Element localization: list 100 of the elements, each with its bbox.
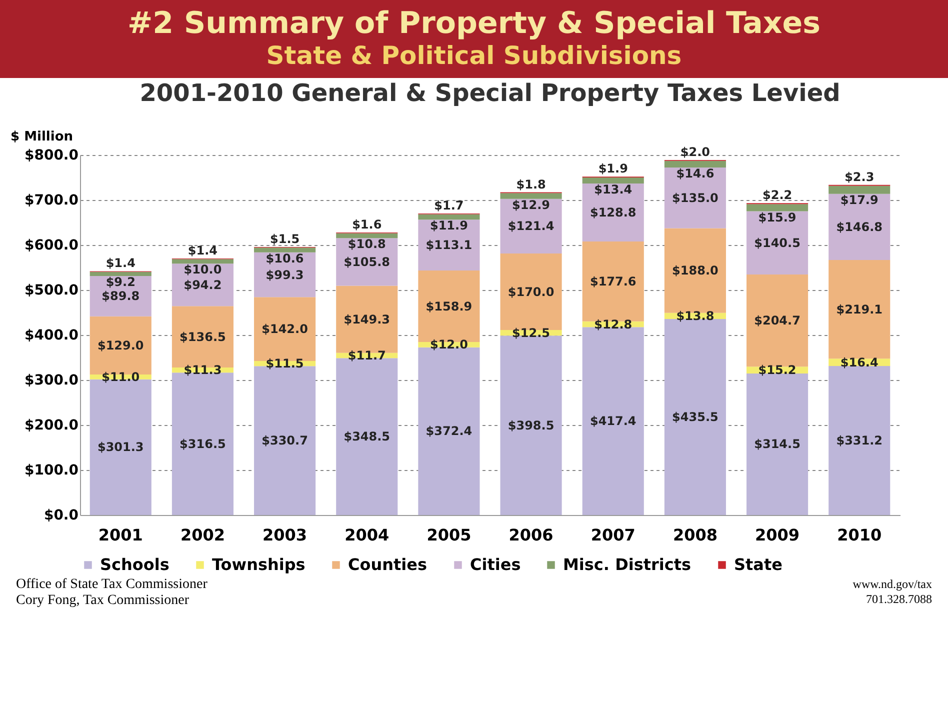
y-tick-label: $0.0 [44, 508, 79, 524]
data-label: $170.0 [508, 284, 554, 299]
data-label: $9.2 [106, 275, 136, 290]
bar [664, 160, 726, 168]
data-label: $331.2 [836, 433, 883, 448]
data-label: $105.8 [344, 254, 390, 269]
text: Office of State Tax Commissioner [16, 577, 208, 593]
x-tick-label: 2004 [344, 526, 390, 544]
data-label: $10.0 [184, 262, 222, 277]
data-label: $13.8 [676, 308, 714, 323]
data-label: $1.6 [352, 218, 382, 232]
data-label: $17.9 [840, 192, 878, 207]
bar [90, 272, 152, 276]
data-label: $1.4 [188, 244, 218, 258]
data-label: $12.9 [512, 198, 550, 212]
data-label: $204.7 [754, 314, 800, 328]
data-label: $113.1 [426, 238, 472, 252]
text: 701.328.7088 [865, 592, 932, 607]
data-label: $1.9 [598, 162, 628, 176]
bar [336, 233, 398, 238]
data-label: $314.5 [754, 437, 800, 452]
data-label: $1.4 [106, 256, 136, 270]
x-tick-label: 2008 [672, 526, 718, 544]
data-label: $14.6 [676, 166, 714, 180]
y-tick-label: $800.0 [24, 148, 79, 164]
y-axis-title: $ Million [10, 130, 74, 144]
data-label: $2.2 [762, 188, 792, 202]
y-tick-label: $500.0 [24, 282, 79, 298]
y-tick-label: $100.0 [24, 462, 79, 478]
data-label: $142.0 [262, 322, 308, 336]
data-label: $16.4 [840, 355, 878, 370]
bar [418, 214, 480, 220]
data-label: $417.4 [590, 414, 636, 428]
legend-label: Counties [348, 555, 428, 574]
data-label: $11.7 [348, 348, 386, 363]
data-label: $149.3 [344, 312, 390, 326]
data-label: $12.5 [512, 326, 550, 340]
data-label: $177.6 [590, 274, 636, 288]
text: #2 Summary of Property & Special Taxes [126, 6, 822, 41]
data-label: $11.3 [184, 363, 222, 378]
data-label: $301.3 [97, 440, 144, 454]
data-label: $15.9 [758, 210, 796, 224]
bar [254, 248, 316, 252]
data-label: $219.1 [836, 302, 883, 316]
data-label: $135.0 [672, 190, 718, 205]
y-tick-label: $600.0 [24, 238, 79, 254]
legend-label: Schools [100, 555, 170, 574]
data-label: $99.3 [266, 268, 304, 282]
data-label: $11.0 [102, 370, 140, 384]
x-tick-label: 2006 [508, 526, 554, 544]
data-label: $12.0 [430, 338, 468, 352]
legend-label: Cities [470, 555, 521, 574]
data-label: $15.2 [758, 363, 796, 378]
data-label: $10.8 [348, 237, 386, 252]
data-label: $89.8 [102, 289, 140, 304]
text: www.nd.gov/tax [852, 577, 932, 592]
data-label: $2.0 [680, 144, 710, 159]
legend-label: Townships [212, 555, 306, 574]
data-label: $188.0 [672, 264, 718, 278]
data-label: $11.5 [266, 356, 304, 371]
bar [500, 193, 562, 199]
x-tick-label: 2007 [590, 526, 636, 544]
data-label: $372.4 [426, 424, 472, 438]
data-label: $136.5 [180, 330, 226, 344]
data-label: $121.4 [508, 219, 554, 234]
data-label: $1.8 [516, 177, 546, 192]
data-label: $348.5 [344, 430, 390, 444]
bar [582, 178, 644, 184]
y-tick-label: $300.0 [24, 372, 79, 388]
data-label: $11.9 [430, 218, 468, 233]
bar [172, 259, 234, 264]
data-label: $1.7 [434, 198, 464, 212]
data-label: $140.5 [754, 236, 800, 250]
text: State & Political Subdivisions [265, 41, 683, 70]
x-tick-label: 2001 [98, 526, 143, 544]
data-label: $435.5 [672, 410, 718, 424]
data-label: $158.9 [426, 299, 472, 314]
data-label: $128.8 [590, 206, 636, 220]
y-tick-label: $700.0 [24, 192, 79, 208]
data-label: $146.8 [836, 220, 883, 234]
data-label: $1.5 [270, 232, 300, 246]
x-tick-label: 2003 [262, 526, 308, 544]
y-tick-label: $400.0 [24, 328, 79, 344]
data-label: $13.4 [594, 182, 632, 197]
bar [828, 186, 890, 194]
bar [828, 194, 890, 260]
bar [746, 204, 808, 212]
data-label: $10.6 [266, 251, 304, 266]
data-label: $316.5 [180, 436, 226, 451]
y-tick-label: $200.0 [24, 418, 79, 434]
data-label: $12.8 [594, 317, 632, 332]
x-tick-label: 2005 [426, 526, 472, 544]
bar [828, 260, 890, 359]
data-label: $129.0 [97, 338, 144, 352]
data-label: $2.3 [844, 170, 874, 184]
legend-label: Misc. Districts [563, 555, 692, 574]
x-tick-label: 2002 [180, 526, 225, 544]
x-tick-label: 2009 [755, 526, 800, 544]
chart-title: 2001-2010 General & Special Property Taxes Levied [140, 79, 840, 107]
legend-label: State [734, 555, 783, 574]
